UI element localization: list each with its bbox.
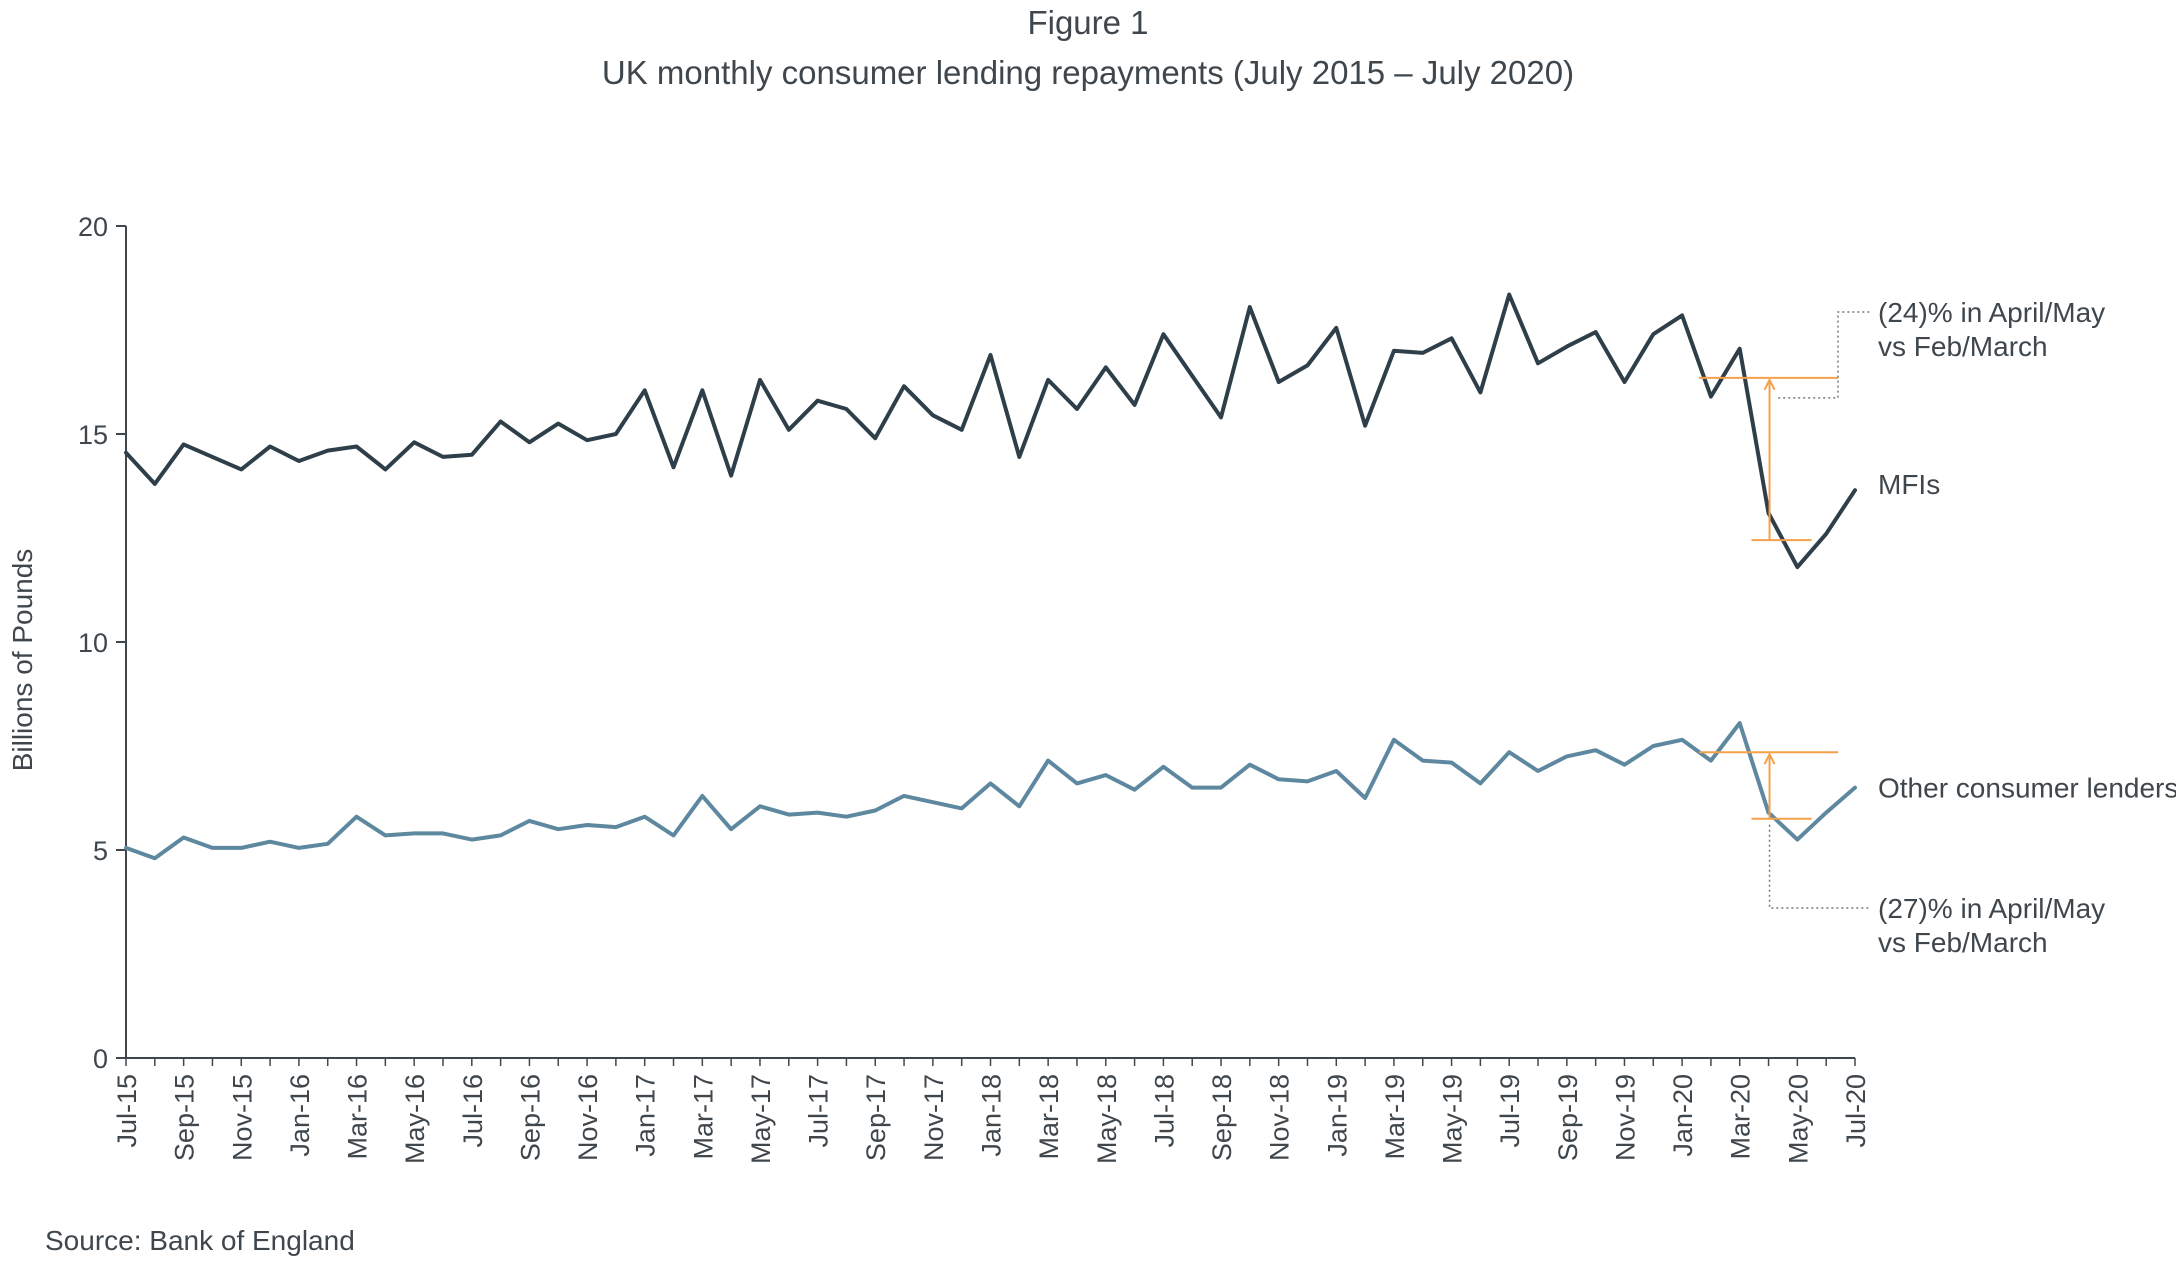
- x-tick-label: May-17: [746, 1074, 776, 1164]
- x-tick-label: Sep-15: [170, 1074, 200, 1161]
- x-tick-label: Jul-17: [804, 1074, 834, 1148]
- annotation-text-line2: vs Feb/March: [1878, 331, 2048, 362]
- y-axis-title: Billions of Pounds: [7, 549, 38, 772]
- annotation-leader: [1778, 311, 1870, 399]
- x-tick-label: Jul-20: [1841, 1074, 1871, 1148]
- x-tick-label: Jul-18: [1149, 1074, 1179, 1148]
- series-line-mfis: [124, 292, 1857, 570]
- x-tick-label: Jul-16: [458, 1074, 488, 1148]
- x-tick-label: Jan-17: [631, 1074, 661, 1157]
- x-tick-label: Mar-16: [343, 1074, 373, 1160]
- x-tick-label: Nov-17: [919, 1074, 949, 1161]
- x-tick-label: Jul-15: [112, 1074, 142, 1148]
- x-tick-label: Nov-19: [1610, 1074, 1640, 1161]
- axes: [125, 226, 1855, 1059]
- x-tick-label: May-20: [1783, 1074, 1813, 1164]
- series-line-other-consumer-lenders: [124, 721, 1857, 861]
- x-tick-label: May-18: [1092, 1074, 1122, 1164]
- y-axis-ticks: 0 5 10 15 20: [78, 212, 126, 1074]
- x-tick-label: Sep-19: [1553, 1074, 1583, 1161]
- annotation-leader: [1768, 824, 1870, 909]
- y-tick-label: 15: [78, 420, 108, 450]
- x-tick-label: May-16: [400, 1074, 430, 1164]
- x-tick-label: Mar-18: [1034, 1074, 1064, 1160]
- x-tick-label: Sep-16: [515, 1074, 545, 1161]
- x-tick-label: Mar-20: [1726, 1074, 1756, 1160]
- x-axis-ticks: Jul-15 Sep-15 Nov-15 Jan-16 Mar-16 May-16 Jul-…: [112, 1058, 1871, 1164]
- x-tick-label: Jan-18: [977, 1074, 1007, 1157]
- figure-label: Figure 1: [1027, 4, 1149, 41]
- x-tick-label: May-19: [1438, 1074, 1468, 1164]
- annotation-text-line1: (27)% in April/May: [1878, 893, 2105, 924]
- x-tick-label: Nov-18: [1265, 1074, 1295, 1161]
- y-tick-label: 20: [78, 212, 108, 242]
- x-tick-label: Jan-16: [285, 1074, 315, 1157]
- x-tick-label: Jan-19: [1322, 1074, 1352, 1157]
- x-tick-label: Jan-20: [1668, 1074, 1698, 1157]
- chart-title: UK monthly consumer lending repayments (…: [601, 54, 1575, 91]
- source-note: Source: Bank of England: [45, 1225, 355, 1256]
- x-tick-label: Sep-18: [1207, 1074, 1237, 1161]
- x-tick-label: Jul-19: [1495, 1074, 1525, 1148]
- x-tick-label: Sep-17: [861, 1074, 891, 1161]
- x-tick-label: Mar-17: [688, 1074, 718, 1160]
- series-label-other-consumer-lenders: Other consumer lenders: [1878, 773, 2176, 804]
- series-layer: [124, 292, 1857, 861]
- annotation-arrow-head: [1763, 377, 1776, 391]
- x-tick-label: Mar-19: [1380, 1074, 1410, 1160]
- y-tick-label: 5: [93, 836, 108, 866]
- series-labels: MFIs Other consumer lenders: [1878, 469, 2176, 803]
- series-label-mfis: MFIs: [1878, 469, 1940, 500]
- annotation-text-line1: (24)% in April/May: [1878, 297, 2105, 328]
- annotation-text-line2: vs Feb/March: [1878, 927, 2048, 958]
- y-tick-label: 0: [93, 1044, 108, 1074]
- x-tick-label: Nov-16: [573, 1074, 603, 1161]
- y-tick-label: 10: [78, 628, 108, 658]
- x-tick-label: Nov-15: [227, 1074, 257, 1161]
- annotation-arrow-head: [1763, 752, 1776, 765]
